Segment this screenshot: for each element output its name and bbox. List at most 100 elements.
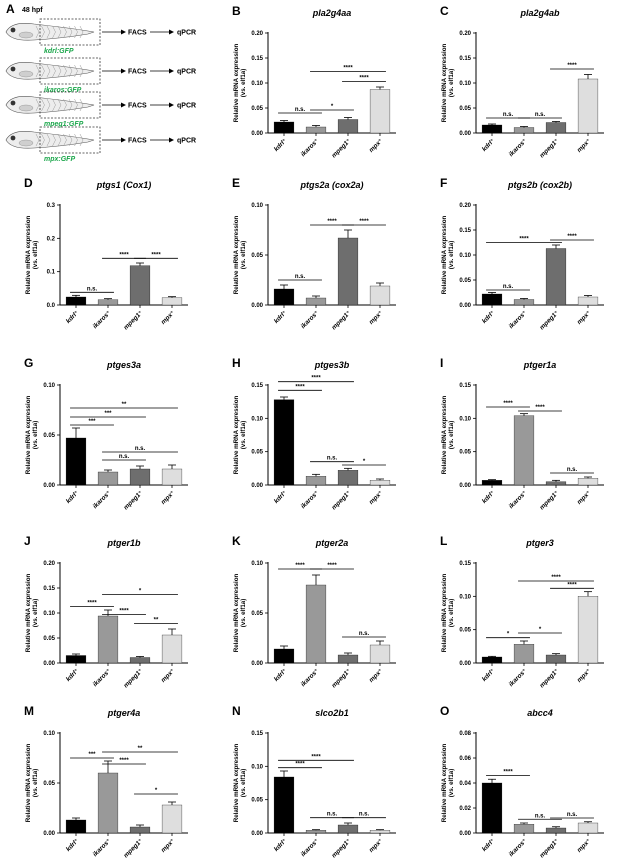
tail-region-box (39, 18, 101, 46)
y-axis-title-line1: Relative mRNA expression (233, 744, 240, 823)
category-label: mpeg1⁺ (539, 489, 561, 511)
category-label: kdrl⁺ (273, 667, 289, 683)
fish-somite (46, 133, 51, 147)
bar (305, 126, 327, 134)
panel-letter: J (24, 534, 31, 548)
chart-title: ptger3 (525, 538, 554, 548)
category-label: ikaros⁺ (508, 667, 529, 688)
y-tick-label: 0.10 (43, 383, 55, 389)
significance-label: **** (567, 234, 577, 240)
category-label: mpx⁺ (160, 837, 177, 854)
facs-label: FACS (128, 30, 147, 37)
significance-label: **** (567, 63, 577, 69)
y-tick-label: 0.05 (251, 450, 263, 456)
significance-label: **** (295, 384, 305, 390)
fish-somite (63, 64, 67, 78)
fish-somite (63, 25, 67, 39)
y-tick-label: 0.05 (251, 253, 263, 259)
fish-somite (46, 25, 51, 39)
significance-label: **** (503, 401, 513, 407)
arrowhead (121, 137, 126, 143)
y-axis-title: Relative mRNA expression(vs. elf1a) (233, 216, 247, 295)
significance-label: n.s. (87, 286, 98, 292)
fish-somite (41, 25, 45, 39)
significance-label: ** (138, 746, 143, 752)
y-axis-title-line1: Relative mRNA expression (233, 216, 240, 295)
category-label: ikaros⁺ (508, 837, 529, 858)
y-tick-label: 0.08 (459, 731, 471, 737)
bar (337, 119, 359, 134)
qpcr-label: qPCR (177, 138, 196, 145)
y-axis-title-line1: Relative mRNA expression (441, 216, 448, 295)
bar (481, 656, 503, 664)
y-axis-title: Relative mRNA expression(vs. elf1a) (441, 744, 455, 823)
y-axis-title-line2: (vs. elf1a) (240, 421, 247, 450)
category-label: kdrl⁺ (273, 837, 289, 853)
fish-somite (74, 25, 78, 39)
category-label: mpeg1⁺ (123, 309, 145, 331)
y-axis-title: Relative mRNA expression(vs. elf1a) (441, 216, 455, 295)
significance-label: **** (311, 754, 321, 760)
bar (369, 285, 391, 306)
fish-somite (35, 98, 40, 112)
category-label: mpx⁺ (368, 667, 385, 684)
y-tick-label: 0.05 (251, 611, 263, 617)
significance-label: n.s. (535, 813, 546, 819)
fish-somite (74, 64, 78, 78)
y-axis-title: Relative mRNA expression(vs. elf1a) (441, 396, 455, 475)
y-tick-label: 0.15 (251, 56, 263, 62)
category-label: mpeg1⁺ (331, 667, 353, 689)
significance-label: *** (88, 752, 96, 758)
fish-somite (41, 64, 45, 78)
fish-eye (10, 135, 16, 141)
significance-label: **** (295, 762, 305, 768)
y-tick-label: 0.15 (459, 383, 471, 389)
bar (513, 824, 535, 834)
y-tick-label: 0.05 (459, 278, 471, 284)
significance-label: ** (122, 402, 127, 408)
significance-label: n.s. (135, 446, 146, 452)
y-tick-label: 0.10 (251, 81, 263, 87)
y-tick-label: 0.15 (459, 561, 471, 567)
y-tick-label: 0.05 (251, 798, 263, 804)
arrowhead (121, 29, 126, 35)
y-tick-label: 0.00 (43, 483, 55, 489)
fish-somite (68, 64, 73, 78)
y-axis-title-line1: Relative mRNA expression (233, 44, 240, 123)
bar (577, 822, 599, 834)
fish-somite (52, 25, 56, 39)
significance-label: **** (295, 563, 305, 569)
y-axis-title-line1: Relative mRNA expression (25, 574, 32, 653)
fish-eye (10, 100, 16, 106)
fish-somite (79, 25, 84, 39)
bar (577, 478, 599, 486)
y-axis-title-line1: Relative mRNA expression (233, 574, 240, 653)
arrowhead (169, 137, 174, 143)
category-label: mpx⁺ (368, 137, 385, 154)
category-label: mpx⁺ (368, 837, 385, 854)
y-tick-label: 0.10 (459, 81, 471, 87)
significance-label: n.s. (295, 274, 306, 280)
bar (65, 296, 87, 306)
y-tick-label: 0.06 (459, 756, 471, 762)
chart-title: ptges3b (314, 360, 350, 370)
panel-letter: N (232, 704, 241, 718)
bar (273, 288, 295, 306)
bar (129, 265, 151, 306)
y-axis-title: Relative mRNA expression(vs. elf1a) (25, 216, 39, 295)
arrowhead (169, 102, 174, 108)
category-label: mpeg1⁺ (539, 837, 561, 859)
bar (577, 78, 599, 134)
panel-letter: F (440, 176, 447, 190)
category-label: ikaros⁺ (300, 489, 321, 510)
reporter-label: mpeg1:GFP (44, 121, 84, 128)
y-axis-title-line1: Relative mRNA expression (233, 396, 240, 475)
y-axis-title-line2: (vs. elf1a) (448, 769, 455, 798)
